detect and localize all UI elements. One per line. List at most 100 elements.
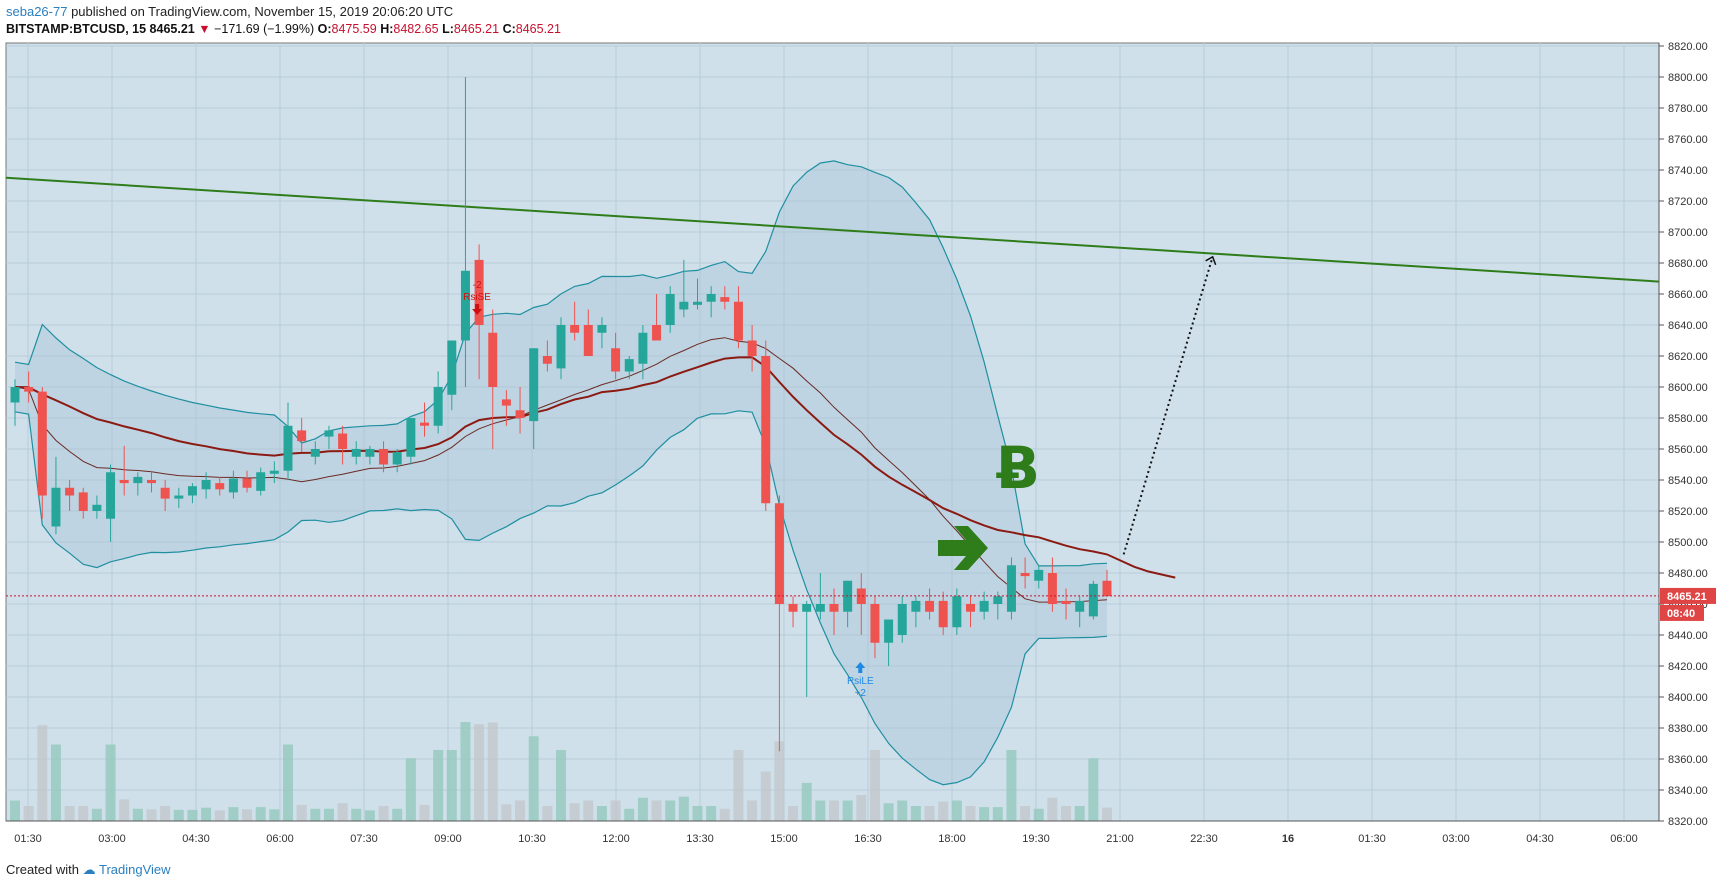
price-tags: 8465.21 08:40	[1660, 587, 1716, 621]
candlestick	[774, 495, 784, 752]
time-tick-label: 03:00	[1442, 833, 1470, 845]
candle-body	[78, 492, 88, 511]
bitcoin-symbol: Ƀ	[996, 434, 1040, 502]
time-tick-label: 01:30	[14, 833, 42, 845]
volume-bar	[119, 799, 130, 821]
candle-body	[761, 356, 771, 504]
symbol-name: BITSTAMP:BTCUSD, 15	[6, 22, 147, 36]
bitcoin-icon[interactable]: Ƀ	[996, 434, 1040, 502]
candle-body	[938, 600, 948, 628]
tradingview-link[interactable]: TradingView	[99, 862, 171, 877]
candlestick	[51, 456, 61, 535]
candlestick	[693, 278, 702, 310]
volume-bar	[296, 804, 307, 821]
candle-body	[925, 600, 935, 612]
volume-bar	[774, 741, 785, 821]
volume-bar	[665, 800, 676, 821]
volume-bar	[173, 809, 184, 821]
candle-body	[679, 301, 689, 310]
created-with-text: Created with	[6, 862, 79, 877]
sell-signal-label: RsiSE	[463, 292, 491, 303]
candlestick	[92, 495, 102, 519]
volume-bar	[542, 806, 553, 821]
candlestick	[37, 387, 47, 519]
price-tick-label: 8320.00	[1668, 816, 1708, 828]
candle-body	[747, 340, 757, 356]
time-tick-label: 04:30	[1526, 833, 1554, 845]
bollinger-upper-line	[14, 160, 1108, 567]
candle-body	[488, 332, 498, 387]
price-tick-label: 8760.00	[1668, 134, 1708, 146]
tradingview-logo-icon[interactable]: ☁	[82, 862, 96, 877]
candlestick	[1006, 557, 1016, 620]
candlestick	[1102, 569, 1112, 597]
candlestick	[529, 348, 539, 449]
price-tick-label: 8620.00	[1668, 351, 1708, 363]
candle-body	[379, 449, 389, 465]
candle-body	[542, 356, 552, 364]
candle-body	[420, 422, 429, 426]
candle-body	[856, 588, 866, 604]
candle-body	[515, 410, 525, 418]
volume-bar	[64, 806, 75, 821]
candlestick	[515, 387, 525, 434]
volume-bar	[364, 810, 375, 821]
grid-lines	[6, 43, 1659, 822]
volume-bar	[283, 744, 293, 821]
candle-body	[952, 596, 962, 628]
candle-body	[529, 348, 539, 422]
candlestick	[338, 425, 348, 465]
price-axis[interactable]: 8320.00 8340.00 8360.00 8380.00 8400.00 8420.…	[1658, 41, 1708, 828]
candle-body	[966, 604, 975, 612]
candle-body	[119, 480, 129, 484]
candlestick	[597, 317, 607, 349]
volume-bar	[706, 806, 717, 821]
candlestick	[256, 467, 266, 496]
price-tick-label: 8720.00	[1668, 196, 1708, 208]
time-tick-label: 07:30	[350, 833, 378, 845]
candle-body	[406, 418, 416, 457]
time-tick-label: 18:00	[938, 833, 966, 845]
candlestick	[406, 418, 416, 465]
price-tick-label: 8660.00	[1668, 289, 1708, 301]
projection-path[interactable]	[1122, 256, 1214, 555]
price-tick-label: 8420.00	[1668, 661, 1708, 673]
volume-bar	[610, 800, 621, 821]
candle-body	[106, 472, 116, 519]
volume-bar	[747, 800, 758, 821]
author-link[interactable]: seba26-77	[6, 4, 68, 19]
close-value: 8465.21	[515, 22, 561, 36]
arrow-right-icon[interactable]	[938, 526, 988, 570]
candlestick	[379, 441, 389, 473]
volume-bar	[160, 806, 171, 821]
candlestick	[802, 600, 812, 697]
volume-bar	[938, 801, 949, 821]
time-axis[interactable]: 01:30 03:00 04:30 06:00 07:30 09:00 10:30 12:00…	[6, 820, 1659, 845]
volume-bar	[801, 782, 812, 821]
open-label: O:	[317, 22, 332, 36]
candle-body	[338, 433, 348, 449]
price-tick-label: 8440.00	[1668, 630, 1708, 642]
candlestick	[147, 470, 156, 493]
trendline[interactable]	[5, 176, 1660, 283]
volume-bar	[91, 808, 102, 821]
candle-body	[597, 325, 607, 333]
candlestick	[556, 317, 566, 380]
candle-body	[1006, 565, 1016, 612]
candlestick	[884, 619, 894, 666]
candlestick	[1047, 557, 1057, 612]
low-label: L:	[442, 22, 454, 36]
volume-bar	[1047, 797, 1058, 821]
buy-signal-count: +2	[855, 688, 867, 699]
time-tick-label: 06:00	[266, 833, 294, 845]
candlestick	[1061, 588, 1071, 620]
candlesticks	[10, 77, 1112, 752]
plot-area[interactable]	[5, 42, 1660, 822]
candlestick	[283, 402, 293, 480]
volume-bar	[105, 744, 116, 821]
change-arrow-icon: ▼	[198, 22, 211, 36]
price-tick-label: 8380.00	[1668, 723, 1708, 735]
price-change: −171.69 (−1.99%)	[214, 22, 315, 36]
sell-signal-count: -2	[473, 280, 482, 291]
